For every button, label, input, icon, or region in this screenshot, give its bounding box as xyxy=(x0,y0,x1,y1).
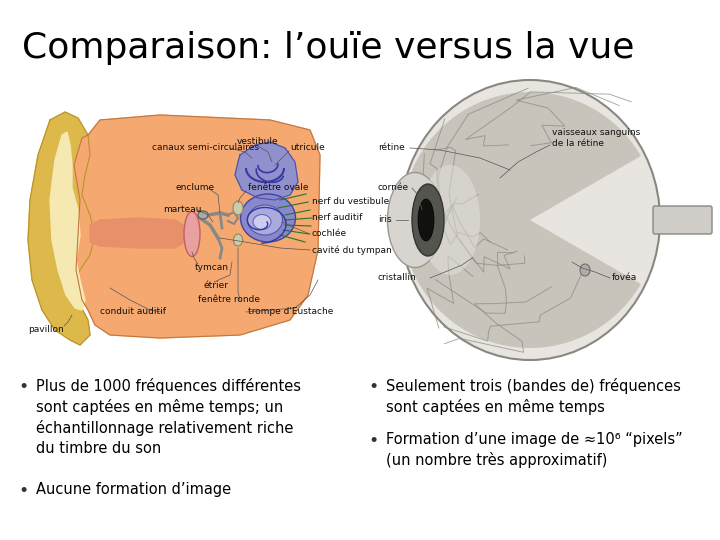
Ellipse shape xyxy=(240,194,295,242)
Text: •: • xyxy=(18,482,28,500)
Text: trompe d'Eustache: trompe d'Eustache xyxy=(248,307,333,316)
Ellipse shape xyxy=(184,212,200,256)
Ellipse shape xyxy=(412,184,444,256)
Polygon shape xyxy=(74,115,320,338)
Text: nerf du vestibule: nerf du vestibule xyxy=(312,198,390,206)
Ellipse shape xyxy=(233,234,243,246)
Text: cavité du tympan: cavité du tympan xyxy=(312,245,392,255)
Text: Formation d’une image de ≈10⁶ “pixels”
(un nombre très approximatif): Formation d’une image de ≈10⁶ “pixels” (… xyxy=(386,432,683,468)
Text: enclume: enclume xyxy=(175,184,214,192)
Text: tymcan: tymcan xyxy=(195,264,229,273)
Text: Plus de 1000 fréquences différentes
sont captées en même temps; un
échantillonna: Plus de 1000 fréquences différentes sont… xyxy=(36,378,301,456)
Text: •: • xyxy=(368,378,378,396)
Polygon shape xyxy=(235,142,298,200)
Text: rétine: rétine xyxy=(378,144,405,152)
Wedge shape xyxy=(402,92,641,348)
Text: vaisseaux sanguins
de la rétine: vaisseaux sanguins de la rétine xyxy=(552,129,640,148)
Text: nerf auditif: nerf auditif xyxy=(312,213,362,222)
Text: vestibule: vestibule xyxy=(237,138,279,146)
FancyBboxPatch shape xyxy=(653,206,712,234)
Ellipse shape xyxy=(253,214,271,230)
Ellipse shape xyxy=(387,172,443,267)
Text: cochlée: cochlée xyxy=(312,230,347,239)
Ellipse shape xyxy=(198,211,208,219)
Text: cornée: cornée xyxy=(378,184,409,192)
Text: •: • xyxy=(368,432,378,450)
Text: marteau: marteau xyxy=(163,206,202,214)
Text: iris: iris xyxy=(378,215,392,225)
Text: fenêtre ovale: fenêtre ovale xyxy=(248,184,308,192)
Text: Seulement trois (bandes de) fréquences
sont captées en même temps: Seulement trois (bandes de) fréquences s… xyxy=(386,378,681,415)
Text: •: • xyxy=(18,378,28,396)
Text: fovéa: fovéa xyxy=(612,273,637,282)
Polygon shape xyxy=(28,112,95,345)
Text: étrier: étrier xyxy=(203,280,228,289)
Polygon shape xyxy=(50,132,85,310)
Ellipse shape xyxy=(418,199,434,241)
Ellipse shape xyxy=(400,80,660,360)
Text: utricule: utricule xyxy=(290,144,325,152)
Text: conduit auditif: conduit auditif xyxy=(100,307,166,316)
Text: Aucune formation d’image: Aucune formation d’image xyxy=(36,482,231,497)
Ellipse shape xyxy=(233,201,243,215)
Text: Comparaison: l’ouïe versus la vue: Comparaison: l’ouïe versus la vue xyxy=(22,31,634,65)
Ellipse shape xyxy=(580,264,590,276)
Text: fenêtre ronde: fenêtre ronde xyxy=(198,295,260,305)
Text: canaux semi-circulaires: canaux semi-circulaires xyxy=(152,144,259,152)
Ellipse shape xyxy=(248,205,282,235)
Text: cristallin: cristallin xyxy=(378,273,417,282)
Polygon shape xyxy=(90,218,188,248)
Text: pavillon: pavillon xyxy=(28,326,64,334)
Ellipse shape xyxy=(420,165,480,275)
